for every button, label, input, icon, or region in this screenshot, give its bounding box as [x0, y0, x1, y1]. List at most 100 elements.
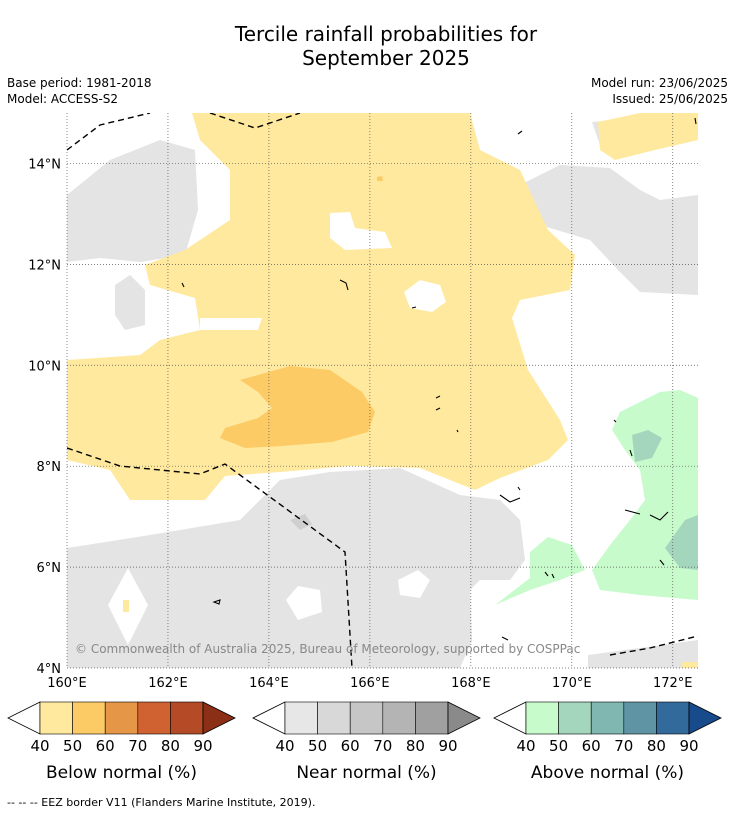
- legend-tick-label: 80: [647, 737, 666, 755]
- island-outline: [339, 279, 349, 291]
- lat-tick-label: 4°N: [37, 662, 62, 677]
- lon-tick-label: 164°E: [249, 676, 289, 691]
- legend-tick-label: 40: [30, 737, 49, 755]
- below-normal-40-50-region: [67, 113, 575, 500]
- legend-color-bin: [39, 701, 73, 735]
- base-period: Base period: 1981-2018: [7, 76, 152, 90]
- legend-color-bin: [623, 701, 657, 735]
- longitude-labels: 160°E 162°E 164°E 166°E 168°E 170°E 172°E: [47, 676, 692, 691]
- legends: 40 50 60 70 80 90 Below normal (%) 40 50 60 70 80 90…: [7, 701, 722, 783]
- below-normal-40-50-region-northeast: [598, 113, 698, 160]
- lat-tick-label: 8°N: [37, 460, 62, 475]
- title-line-2: September 2025: [302, 46, 470, 70]
- legend-color-bin: [382, 701, 416, 735]
- legend-title: Near normal (%): [296, 763, 436, 783]
- legend-color-bin: [525, 701, 559, 735]
- meta-right: Model run: 23/06/2025 Issued: 25/06/2025: [591, 75, 728, 107]
- issued-date: Issued: 25/06/2025: [612, 92, 728, 106]
- eez-border-southeast: [609, 635, 698, 656]
- near-normal-region-northwest: [67, 140, 198, 262]
- legend-over-triangle: [447, 701, 481, 735]
- legend-color-bin: [104, 701, 139, 735]
- below-normal-40-50-region-corner: [682, 662, 698, 668]
- legend-tick-label: 80: [406, 737, 425, 755]
- near-normal-region-south: [67, 468, 525, 668]
- near-normal-region-southeast: [588, 640, 698, 668]
- above-normal-50-60-region-north: [632, 430, 662, 462]
- lat-tick-label: 12°N: [28, 258, 61, 273]
- lon-tick-label: 170°E: [552, 676, 592, 691]
- legend-tick-label: 50: [549, 737, 568, 755]
- lat-tick-label: 10°N: [28, 359, 61, 374]
- island-outline: [517, 130, 523, 135]
- lon-tick-label: 160°E: [47, 676, 87, 691]
- legend-tick-label: 80: [161, 737, 180, 755]
- island-outline: [517, 486, 521, 491]
- eez-border-southwest: [67, 447, 353, 668]
- legend-color-bin: [170, 701, 204, 735]
- lon-tick-label: 172°E: [653, 676, 693, 691]
- legend-color-bin: [590, 701, 625, 735]
- legend-color-bin: [558, 701, 592, 735]
- legend-2: 40 50 60 70 80 90 Above normal (%): [493, 701, 722, 783]
- below-normal-50-60-spot: [377, 176, 383, 181]
- below-normal-40-50-small-spot: [123, 600, 129, 612]
- model-name: Model: ACCESS-S2: [7, 92, 119, 106]
- near-normal-region-northeast: [520, 165, 698, 295]
- legend-tick-label: 70: [128, 737, 147, 755]
- island-outline: [629, 449, 633, 457]
- legend-tick-label: 60: [96, 737, 115, 755]
- legend-tick-label: 60: [341, 737, 360, 755]
- grid-lines: [66, 113, 698, 669]
- legend-tick-label: 70: [614, 737, 633, 755]
- map-title: Tercile rainfall probabilities for Septe…: [0, 22, 736, 70]
- legend-color-bin: [317, 701, 351, 735]
- island-outline: [659, 559, 665, 566]
- legend-tick-label: 50: [63, 737, 82, 755]
- eez-borders: [67, 113, 698, 668]
- latitude-labels: 14°N 12°N 10°N 8°N 6°N 4°N: [28, 157, 61, 677]
- white-hole-south-east: [398, 570, 430, 598]
- legend-tick-label: 40: [516, 737, 535, 755]
- legend-over-triangle: [202, 701, 236, 735]
- legend-under-triangle: [7, 701, 41, 735]
- island-outline: [694, 117, 697, 125]
- lat-tick-label: 14°N: [28, 157, 61, 172]
- copyright-text: © Commonwealth of Australia 2025, Bureau…: [75, 642, 580, 656]
- legend-color-bin: [72, 701, 106, 735]
- white-hole-north-center: [330, 212, 392, 250]
- legend-color-bin: [137, 701, 171, 735]
- white-hole-west: [200, 318, 262, 330]
- legend-tick-label: 90: [438, 737, 457, 755]
- island-outline: [624, 509, 641, 515]
- title-line-1: Tercile rainfall probabilities for: [234, 22, 538, 46]
- eez-border-north: [209, 113, 301, 129]
- island-outline: [435, 407, 441, 411]
- island-outline: [411, 306, 417, 309]
- model-run: Model run: 23/06/2025: [590, 76, 728, 90]
- island-outline: [544, 571, 549, 577]
- eez-border-north-west: [67, 113, 151, 151]
- legend-color-bin: [349, 701, 384, 735]
- island-outline: [181, 282, 185, 288]
- map-area: [67, 113, 698, 668]
- legend-tick-label: 60: [582, 737, 601, 755]
- meta-left: Base period: 1981-2018 Model: ACCESS-S2: [7, 75, 152, 107]
- legend-color-bin: [415, 701, 449, 735]
- island-outlines: [181, 117, 697, 641]
- legend-under-triangle: [252, 701, 286, 735]
- legend-tick-label: 40: [275, 737, 294, 755]
- legend-title: Above normal (%): [531, 763, 684, 783]
- island-outline: [435, 395, 441, 399]
- below-normal-50-60-region: [220, 366, 375, 448]
- legend-tick-label: 90: [193, 737, 212, 755]
- island-outline: [551, 573, 555, 579]
- island-outline: [501, 636, 509, 641]
- island-outline: [499, 494, 521, 503]
- lon-tick-label: 168°E: [451, 676, 491, 691]
- legend-tick-label: 90: [679, 737, 698, 755]
- island-outline: [456, 429, 459, 433]
- legend-tick-label: 50: [308, 737, 327, 755]
